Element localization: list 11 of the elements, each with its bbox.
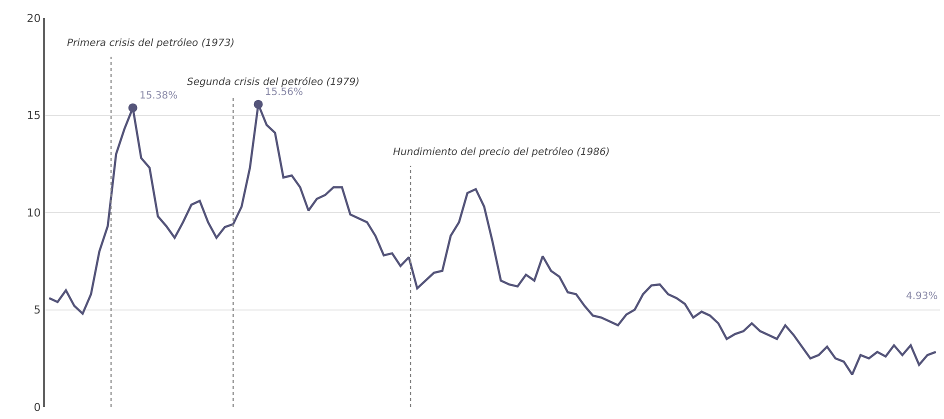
annotation: Primera crisis del petróleo (1973) (67, 38, 235, 49)
y-tick-label: 5 (34, 304, 41, 317)
annotation: Segunda crisis del petróleo (1979) (187, 77, 360, 88)
y-tick-label: 0 (34, 400, 41, 414)
y-tick-label: 20 (26, 12, 41, 25)
y-tick-label: 10 (26, 206, 41, 220)
data-label: 15.38% (139, 90, 178, 102)
annotation: 4.93% (906, 291, 938, 302)
y-tick-label: 15 (26, 109, 41, 122)
annotation: Hundimiento del precio del petróleo (1986) (393, 147, 610, 158)
data-label: 15.56% (264, 87, 304, 98)
